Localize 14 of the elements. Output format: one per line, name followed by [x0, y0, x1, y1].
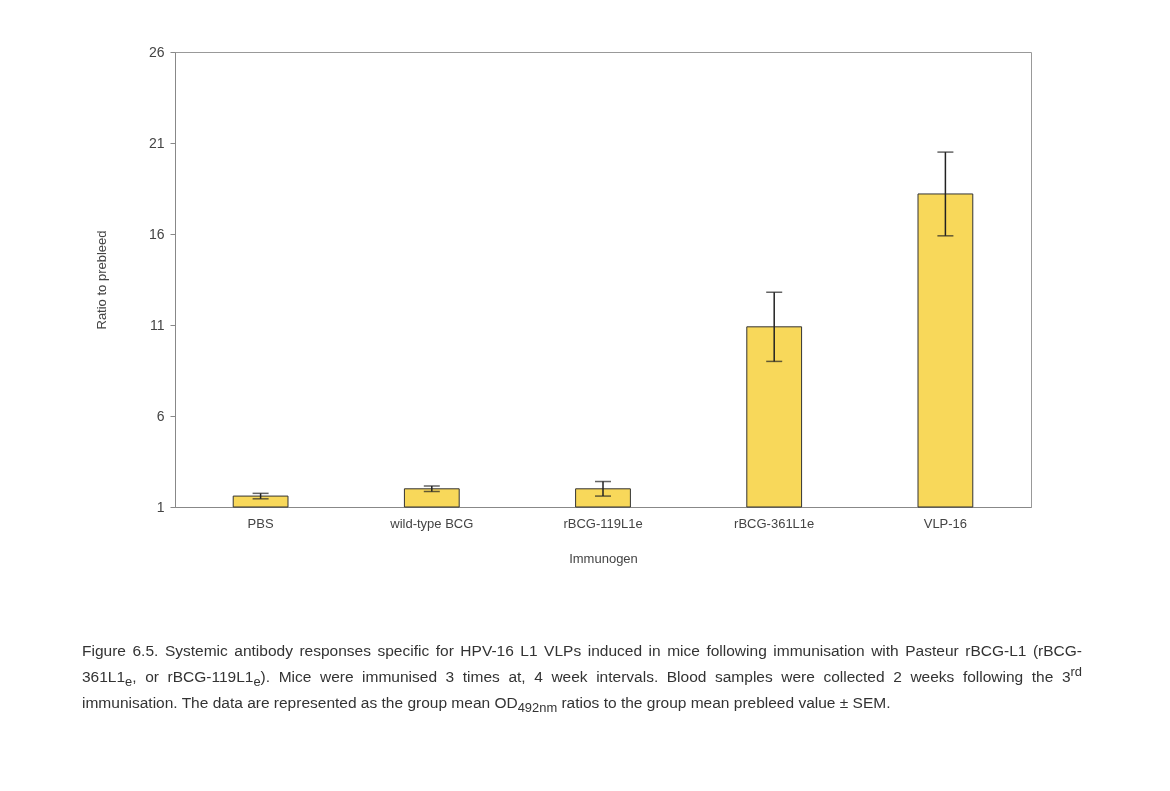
y-tick-label: 21: [148, 134, 165, 151]
y-tick-label: 1: [156, 498, 165, 515]
x-tick-label: rBCG-119L1e: [563, 515, 643, 531]
y-tick-label: 11: [149, 316, 165, 333]
y-axis-title: Ratio to prebleed: [93, 230, 109, 330]
y-tick-label: 26: [148, 43, 165, 60]
x-tick-label: PBS: [247, 515, 274, 531]
x-axis-title: Immunogen: [569, 550, 638, 566]
x-tick-label: wild-type BCG: [389, 515, 474, 531]
y-tick-label: 6: [156, 407, 165, 424]
text: Figure 6.5. Systemic antibody responses specific for HPV-16 L1 VLPs induced in mice following immunisation with Pasteur rBCG-L1 (rBCG-361L1$_{e}$, or rBCG-119L1$_{e}$). Mice were immunised 3 times at, 4 week intervals. Blood samples were collected 2 weeks following the 3$^{rd}$ immunisation. The data are represented as the group mean OD$_{492nm}$ ratios to the group mean prebleed value ± SEM.: [82, 642, 1082, 716]
x-tick-label: VLP-16: [923, 515, 968, 531]
y-tick-label: 16: [148, 225, 165, 242]
x-tick-label: rBCG-361L1e: [734, 515, 815, 531]
